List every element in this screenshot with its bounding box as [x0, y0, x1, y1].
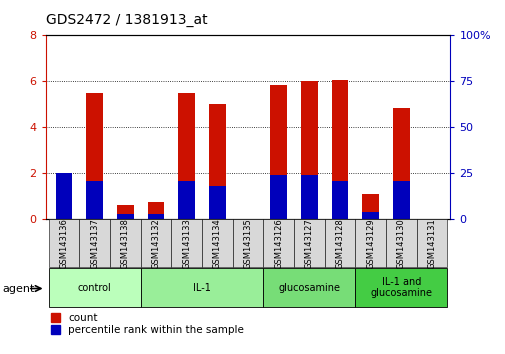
FancyBboxPatch shape [201, 219, 232, 267]
Text: GSM143129: GSM143129 [366, 218, 374, 269]
Text: GSM143130: GSM143130 [396, 218, 405, 269]
FancyBboxPatch shape [385, 219, 416, 267]
Bar [362, 212, 378, 219]
Bar [300, 81, 317, 219]
Bar [117, 214, 133, 219]
Text: GSM143135: GSM143135 [243, 218, 252, 269]
Text: IL-1 and
glucosamine: IL-1 and glucosamine [370, 277, 431, 298]
Text: GSM143132: GSM143132 [151, 218, 160, 269]
Text: GSM143134: GSM143134 [213, 218, 221, 269]
Bar [392, 108, 409, 219]
Bar [209, 186, 225, 219]
Bar [300, 175, 317, 219]
Bar [86, 93, 103, 219]
Text: GSM143137: GSM143137 [90, 218, 99, 269]
FancyBboxPatch shape [140, 219, 171, 267]
FancyBboxPatch shape [48, 268, 140, 307]
Legend: count, percentile rank within the sample: count, percentile rank within the sample [50, 313, 244, 335]
FancyBboxPatch shape [324, 219, 355, 267]
Bar [270, 175, 286, 219]
Bar [362, 194, 378, 219]
Text: GSM143126: GSM143126 [274, 218, 282, 269]
Text: IL-1: IL-1 [192, 282, 211, 293]
Bar [331, 80, 347, 219]
FancyBboxPatch shape [416, 219, 446, 267]
Text: GSM143133: GSM143133 [182, 218, 191, 269]
FancyBboxPatch shape [293, 219, 324, 267]
FancyBboxPatch shape [355, 219, 385, 267]
FancyBboxPatch shape [232, 219, 263, 267]
Bar [178, 181, 194, 219]
FancyBboxPatch shape [140, 268, 263, 307]
Bar [56, 173, 72, 219]
Bar [147, 214, 164, 219]
Bar [56, 184, 72, 219]
Bar [86, 181, 103, 219]
Text: glucosamine: glucosamine [278, 282, 339, 293]
FancyBboxPatch shape [263, 268, 355, 307]
Bar [178, 93, 194, 219]
Text: GSM143127: GSM143127 [304, 218, 313, 269]
Bar [331, 181, 347, 219]
Text: control: control [78, 282, 111, 293]
Text: GSM143128: GSM143128 [335, 218, 344, 269]
FancyBboxPatch shape [79, 219, 110, 267]
Text: GDS2472 / 1381913_at: GDS2472 / 1381913_at [45, 12, 207, 27]
FancyBboxPatch shape [171, 219, 201, 267]
FancyBboxPatch shape [110, 219, 140, 267]
FancyBboxPatch shape [355, 268, 446, 307]
Text: GSM143136: GSM143136 [59, 218, 68, 269]
Bar [392, 181, 409, 219]
Bar [147, 202, 164, 219]
FancyBboxPatch shape [48, 219, 79, 267]
Bar [117, 205, 133, 219]
Text: agent: agent [3, 284, 35, 293]
Bar [270, 85, 286, 219]
Bar [209, 104, 225, 219]
Text: GSM143131: GSM143131 [427, 218, 436, 269]
FancyBboxPatch shape [263, 219, 293, 267]
Text: GSM143138: GSM143138 [121, 218, 129, 269]
